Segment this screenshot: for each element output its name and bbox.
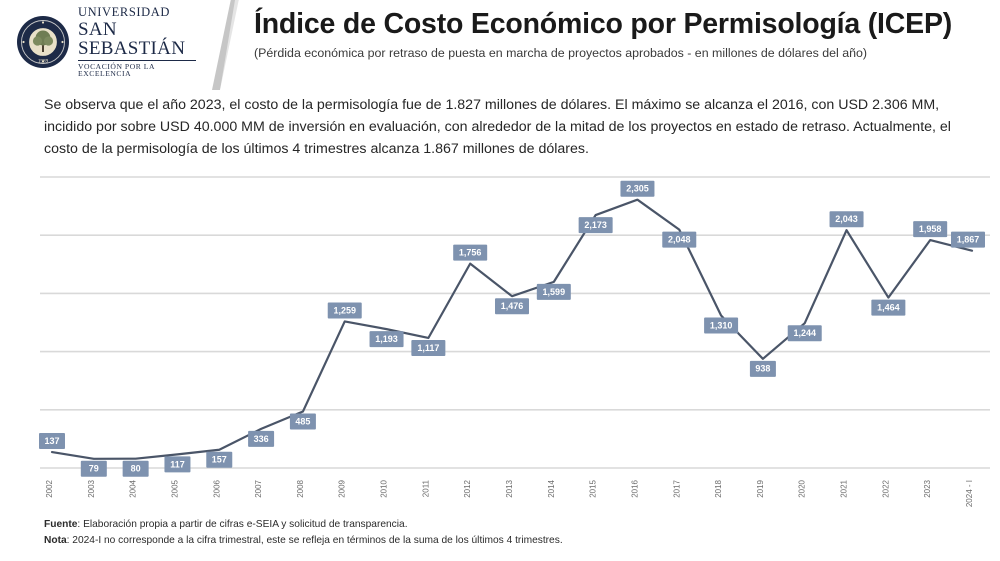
data-label-box-2008	[289, 413, 316, 430]
data-label-2019: 938	[755, 364, 770, 374]
x-tick-2018: 2018	[714, 479, 723, 497]
x-tick-2004: 2004	[129, 479, 138, 497]
data-label-box-2012	[453, 244, 488, 261]
x-tick-2009: 2009	[338, 479, 347, 497]
data-label-box-2010	[369, 331, 404, 348]
footnote-source: Fuente: Elaboración propia a partir de c…	[44, 517, 563, 533]
chart-footnotes: Fuente: Elaboración propia a partir de c…	[44, 517, 563, 549]
data-label-2004: 80	[131, 464, 141, 474]
data-label-box-2017	[662, 231, 697, 248]
data-label-box-2018	[704, 317, 739, 334]
x-tick-2024 - I: 2024 - I	[965, 480, 974, 507]
data-label-2002: 137	[44, 436, 59, 446]
wordmark-line-2: SAN SEBASTIÁN	[78, 18, 186, 59]
university-crest-icon: 1989	[16, 15, 70, 69]
footnote-source-label: Fuente	[44, 519, 78, 531]
data-label-box-2011	[411, 339, 446, 356]
data-label-2003: 79	[89, 464, 99, 474]
series-icep-path	[50, 198, 974, 460]
data-label-box-2019	[749, 360, 776, 377]
wordmark-line-3: VOCACIÓN POR LA EXCELENCIA	[78, 61, 155, 79]
data-label-box-2022	[871, 299, 906, 316]
data-label-box-2013	[495, 298, 529, 315]
data-label-box-2006	[206, 451, 233, 468]
x-tick-2013: 2013	[505, 479, 514, 497]
wordmark-line-1: UNIVERSIDAD	[78, 5, 171, 19]
data-label-box-2023	[913, 221, 948, 238]
data-label-2012: 1,756	[459, 247, 482, 257]
data-label-2010: 1,193	[375, 334, 398, 344]
title-block: Índice de Costo Económico por Permisolog…	[196, 6, 952, 60]
intro-paragraph: Se observa que el año 2023, el costo de …	[44, 97, 951, 157]
chart-data-labels: 137 79 80 117 157 336 485 1,259 1,193 1,117 1,756 1…	[39, 180, 985, 477]
chart-canvas: 137 79 80 117 157 336 485 1,259 1,193 1,117 1,756 1…	[39, 176, 990, 507]
data-label-2009: 1,259	[333, 305, 356, 315]
chart-gridlines	[40, 176, 990, 469]
data-label-box-2007	[248, 430, 275, 447]
data-label-2020: 1,244	[793, 328, 816, 338]
x-tick-2019: 2019	[756, 479, 765, 497]
x-tick-2002: 2002	[45, 479, 54, 497]
x-tick-2011: 2011	[421, 479, 430, 497]
wordmark-rule	[78, 59, 196, 61]
page-title: Índice de Costo Económico por Permisolog…	[254, 8, 953, 40]
data-label-box-2020	[787, 325, 822, 342]
page-subtitle: (Pérdida económica por retraso de puesta…	[254, 46, 868, 60]
x-tick-2016: 2016	[630, 479, 639, 497]
data-label-2014: 1,599	[543, 287, 566, 297]
data-label-box-2004	[122, 460, 149, 477]
data-label-box-2015	[578, 217, 613, 234]
data-label-2006: 157	[212, 455, 227, 465]
icep-line-chart: 137 79 80 117 157 336 485 1,259 1,193 1,117 1,756 1…	[0, 168, 1000, 508]
footnote-note-label: Nota	[44, 535, 67, 547]
data-label-2011: 1,117	[417, 343, 439, 353]
data-label-box-2009	[327, 302, 362, 319]
university-wordmark: UNIVERSIDAD SAN SEBASTIÁN VOCACIÓN POR L…	[78, 6, 196, 78]
x-tick-2003: 2003	[87, 479, 96, 497]
chart-series-line	[50, 198, 974, 460]
crest-year: 1989	[38, 58, 49, 64]
data-label-box-2024 - I	[951, 231, 985, 248]
data-label-box-2005	[164, 456, 191, 473]
x-tick-2017: 2017	[672, 479, 681, 497]
data-label-2018: 1,310	[710, 320, 733, 330]
data-label-2015: 2,173	[584, 220, 607, 230]
footnote-source-text: : Elaboración propia a partir de cifras …	[77, 519, 408, 531]
data-label-2007: 336	[254, 434, 269, 444]
x-tick-2012: 2012	[463, 479, 472, 497]
footnote-note-text: : 2024-I no corresponde a la cifra trime…	[66, 535, 563, 547]
data-label-2016: 2,305	[626, 184, 649, 194]
x-tick-2021: 2021	[840, 479, 849, 497]
data-label-box-2014	[536, 283, 571, 300]
x-tick-2014: 2014	[547, 479, 556, 497]
x-tick-2022: 2022	[881, 479, 890, 497]
data-label-box-2021	[829, 211, 864, 228]
x-tick-2010: 2010	[380, 479, 389, 497]
x-tick-2020: 2020	[798, 479, 807, 497]
x-tick-2005: 2005	[170, 479, 179, 497]
data-label-2017: 2,048	[668, 234, 691, 244]
data-label-2023: 1,958	[919, 224, 942, 234]
x-tick-2006: 2006	[212, 479, 221, 497]
x-tick-2008: 2008	[296, 479, 305, 497]
footnote-note: Nota: 2024-I no corresponde a la cifra t…	[44, 533, 563, 549]
chart-x-axis: 2002 2003 2004 2005 2006 2007 2008 2009 2010 2011…	[45, 479, 974, 507]
page-header: 1989 UNIVERSIDAD SAN SEBASTIÁN VOCACIÓN …	[0, 0, 1000, 90]
data-label-box-2016	[620, 180, 655, 197]
data-label-2008: 485	[295, 416, 310, 426]
data-label-box-2003	[80, 460, 107, 477]
data-label-2021: 2,043	[835, 214, 858, 224]
university-logo: 1989 UNIVERSIDAD SAN SEBASTIÁN VOCACIÓN …	[0, 6, 196, 78]
data-label-2013: 1,476	[501, 301, 524, 311]
x-tick-2023: 2023	[923, 479, 932, 497]
header-divider	[206, 0, 250, 90]
data-label-2024 - I: 1,867	[957, 235, 980, 245]
x-tick-2015: 2015	[589, 479, 598, 497]
x-tick-2007: 2007	[254, 479, 263, 497]
data-label-box-2002	[39, 433, 65, 450]
data-label-2022: 1,464	[877, 302, 900, 312]
data-label-2005: 117	[170, 459, 185, 469]
